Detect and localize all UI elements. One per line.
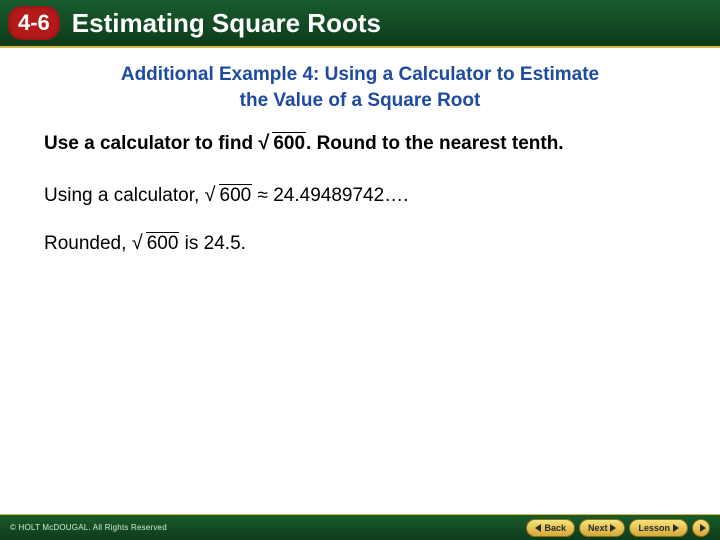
problem-statement: Use a calculator to find 600. Round to t… [44,131,676,157]
solution-step-2: Rounded, 600 is 24.5. [44,231,676,257]
chevron-right-icon [610,524,616,532]
lesson-button[interactable]: Lesson [629,519,688,537]
problem-suffix: . Round to the nearest tenth. [306,133,564,154]
example-heading: Additional Example 4: Using a Calculator… [24,62,696,113]
example-heading-line2: the Value of a Square Root [240,90,481,111]
more-button[interactable] [692,519,710,537]
step2-prefix: Rounded, [44,233,132,254]
step2-radicand: 600 [146,232,180,254]
chapter-number: 4-6 [8,6,60,40]
step1-radicand: 600 [219,184,253,206]
chevron-right-icon [673,524,679,532]
header-bar: 4-6 Estimating Square Roots [0,0,720,48]
solution-step-1: Using a calculator, 600 ≈ 24.49489742…. [44,183,676,209]
sqrt-icon: 600 [205,183,253,209]
chevron-right-icon [700,524,706,532]
sqrt-icon: 600 [132,231,180,257]
back-button[interactable]: Back [526,519,575,537]
problem-radicand: 600 [272,132,306,154]
copyright-text: © HOLT McDOUGAL. All Rights Reserved [10,523,167,532]
lesson-label: Lesson [638,523,670,533]
problem-prefix: Use a calculator to find [44,133,258,154]
example-heading-line1: Additional Example 4: Using a Calculator… [121,64,599,85]
step1-prefix: Using a calculator, [44,185,205,206]
step1-approx: ≈ 24.49489742…. [252,185,408,206]
sqrt-icon: 600 [258,131,306,157]
chevron-left-icon [535,524,541,532]
slide-content: Additional Example 4: Using a Calculator… [0,48,720,256]
step2-suffix: is 24.5. [179,233,246,254]
next-label: Next [588,523,608,533]
back-label: Back [544,523,566,533]
next-button[interactable]: Next [579,519,626,537]
footer-bar: © HOLT McDOUGAL. All Rights Reserved Bac… [0,514,720,540]
lesson-title: Estimating Square Roots [72,8,381,39]
nav-button-group: Back Next Lesson [526,519,710,537]
